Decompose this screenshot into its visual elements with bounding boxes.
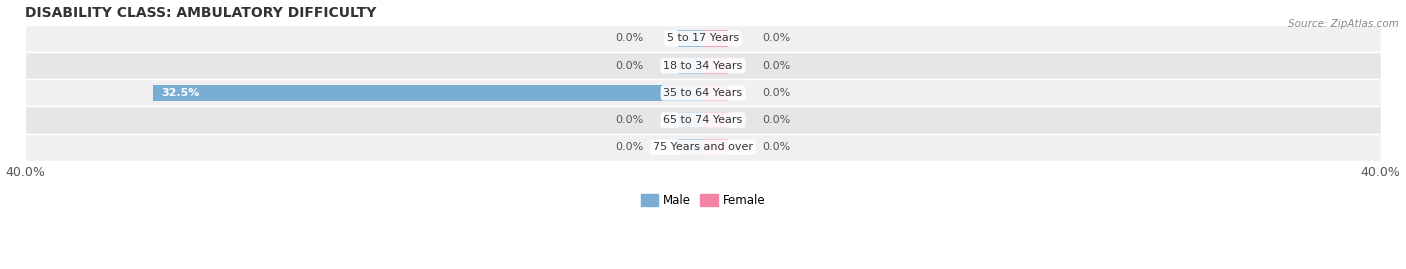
Text: 0.0%: 0.0% [762, 142, 790, 152]
Bar [678, 58, 703, 74]
Bar [25, 134, 1381, 161]
Text: 0.0%: 0.0% [616, 115, 644, 125]
Legend: Male, Female: Male, Female [636, 190, 770, 212]
Text: 75 Years and over: 75 Years and over [652, 142, 754, 152]
Bar [678, 112, 703, 128]
Bar [703, 85, 728, 101]
Bar [703, 30, 728, 47]
Text: 18 to 34 Years: 18 to 34 Years [664, 61, 742, 71]
Bar [703, 58, 728, 74]
Bar [703, 139, 728, 155]
Text: 0.0%: 0.0% [616, 61, 644, 71]
Text: 65 to 74 Years: 65 to 74 Years [664, 115, 742, 125]
Text: 0.0%: 0.0% [762, 88, 790, 98]
Text: 0.0%: 0.0% [616, 33, 644, 44]
Text: 0.0%: 0.0% [762, 61, 790, 71]
Bar [25, 79, 1381, 107]
Text: Source: ZipAtlas.com: Source: ZipAtlas.com [1288, 19, 1399, 29]
Text: 0.0%: 0.0% [762, 115, 790, 125]
Text: 32.5%: 32.5% [162, 88, 200, 98]
Bar [25, 107, 1381, 134]
Text: DISABILITY CLASS: AMBULATORY DIFFICULTY: DISABILITY CLASS: AMBULATORY DIFFICULTY [25, 6, 377, 20]
Text: 35 to 64 Years: 35 to 64 Years [664, 88, 742, 98]
Bar [703, 112, 728, 128]
Bar [25, 25, 1381, 52]
Bar [678, 30, 703, 47]
Text: 0.0%: 0.0% [616, 142, 644, 152]
Text: 0.0%: 0.0% [762, 33, 790, 44]
Bar [25, 52, 1381, 79]
Text: 5 to 17 Years: 5 to 17 Years [666, 33, 740, 44]
Bar [678, 139, 703, 155]
Bar [152, 85, 703, 101]
